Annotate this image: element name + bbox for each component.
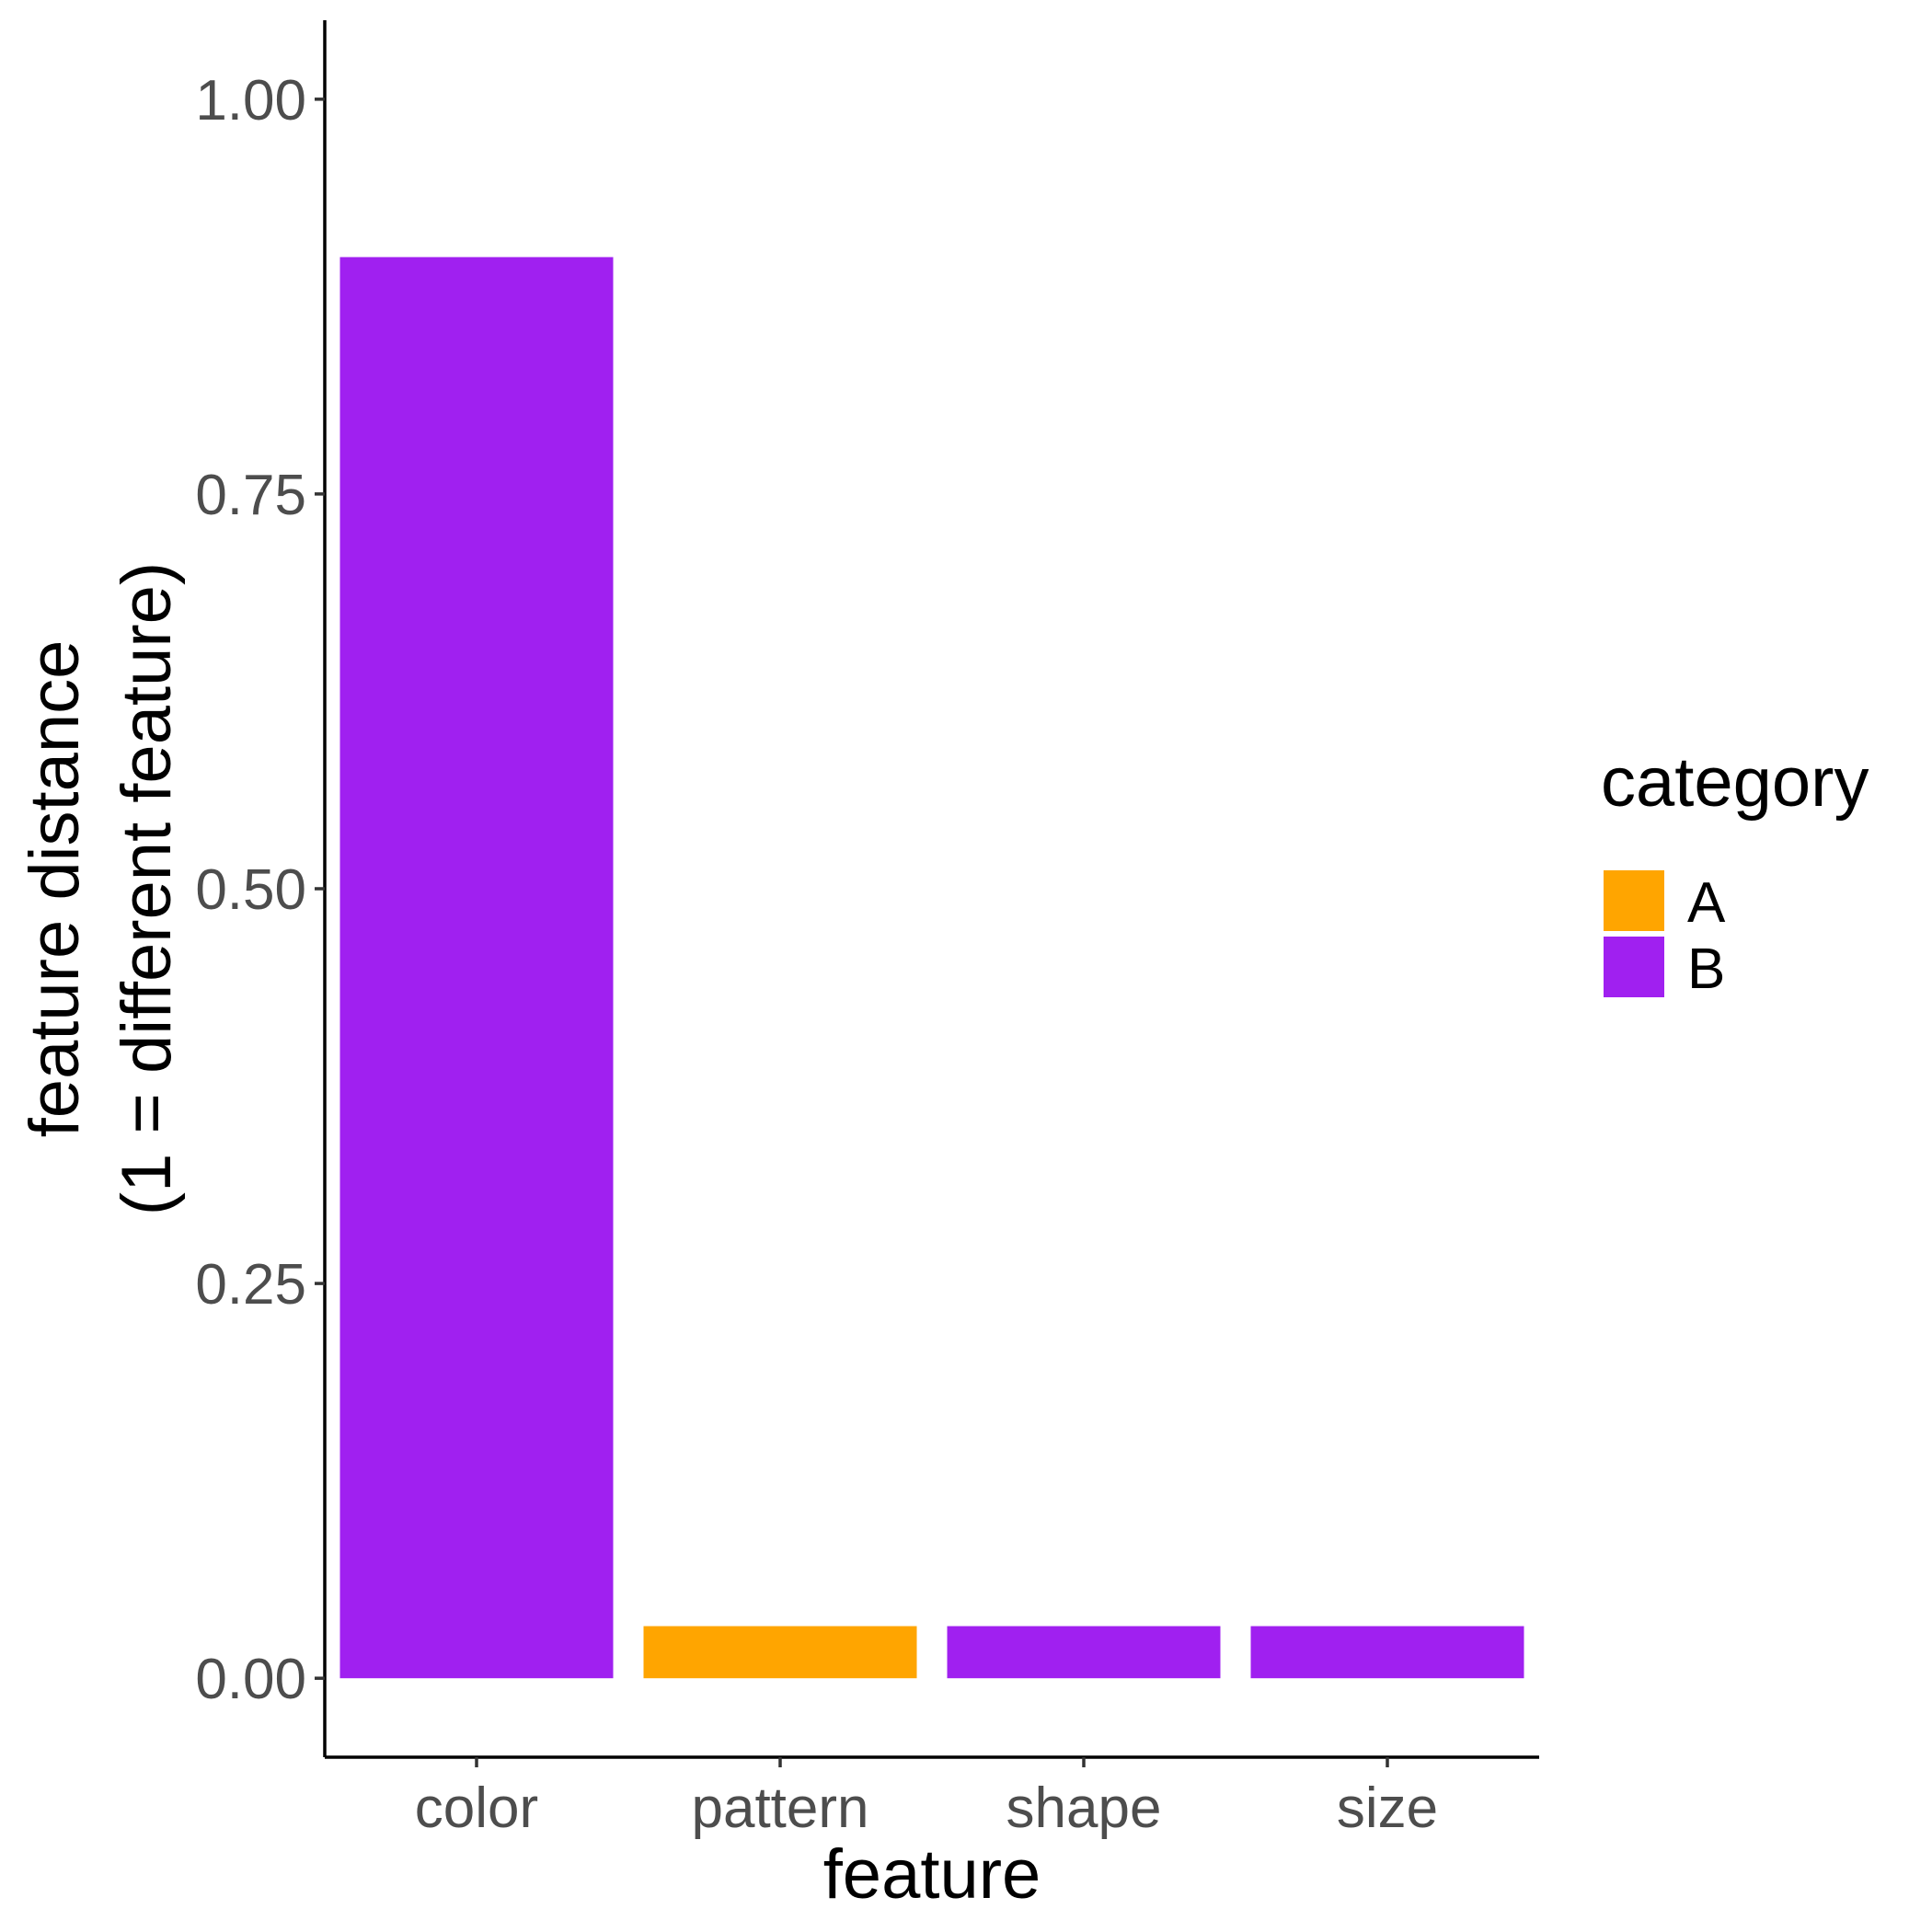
- y-tick-label: 0.50: [195, 858, 306, 922]
- bar-pattern: [643, 1626, 917, 1679]
- bars-group: [339, 257, 1524, 1679]
- x-axis-title: feature: [823, 1835, 1041, 1914]
- x-tick-label-shape: shape: [1006, 1777, 1162, 1840]
- bar-size: [1250, 1626, 1524, 1679]
- x-tick-label-pattern: pattern: [691, 1777, 868, 1840]
- y-tick-label: 0.75: [195, 464, 306, 527]
- legend-label-b: B: [1687, 937, 1725, 1001]
- y-tick-label: 0.25: [195, 1253, 306, 1317]
- legend-key-a: [1604, 870, 1664, 931]
- y-tick-label: 0.00: [195, 1648, 306, 1711]
- bar-color: [339, 257, 614, 1679]
- y-axis-title: feature distance (1 = different feature): [16, 562, 186, 1215]
- legend-title: category: [1601, 743, 1869, 822]
- y-tick-label: 1.00: [195, 69, 306, 132]
- y-axis: 0.00 0.25 0.50 0.75 1.00: [195, 20, 327, 1757]
- legend: category A B: [1601, 743, 1869, 1001]
- bar-shape: [947, 1626, 1221, 1679]
- y-axis-title-line-2: (1 = different feature): [108, 562, 186, 1215]
- x-tick-label-size: size: [1337, 1777, 1438, 1840]
- x-axis: color pattern shape size: [325, 1755, 1539, 1840]
- y-axis-title-line-1: feature distance: [16, 640, 94, 1138]
- x-tick-label-color: color: [415, 1777, 538, 1840]
- legend-label-a: A: [1687, 871, 1726, 935]
- legend-key-b: [1604, 937, 1664, 997]
